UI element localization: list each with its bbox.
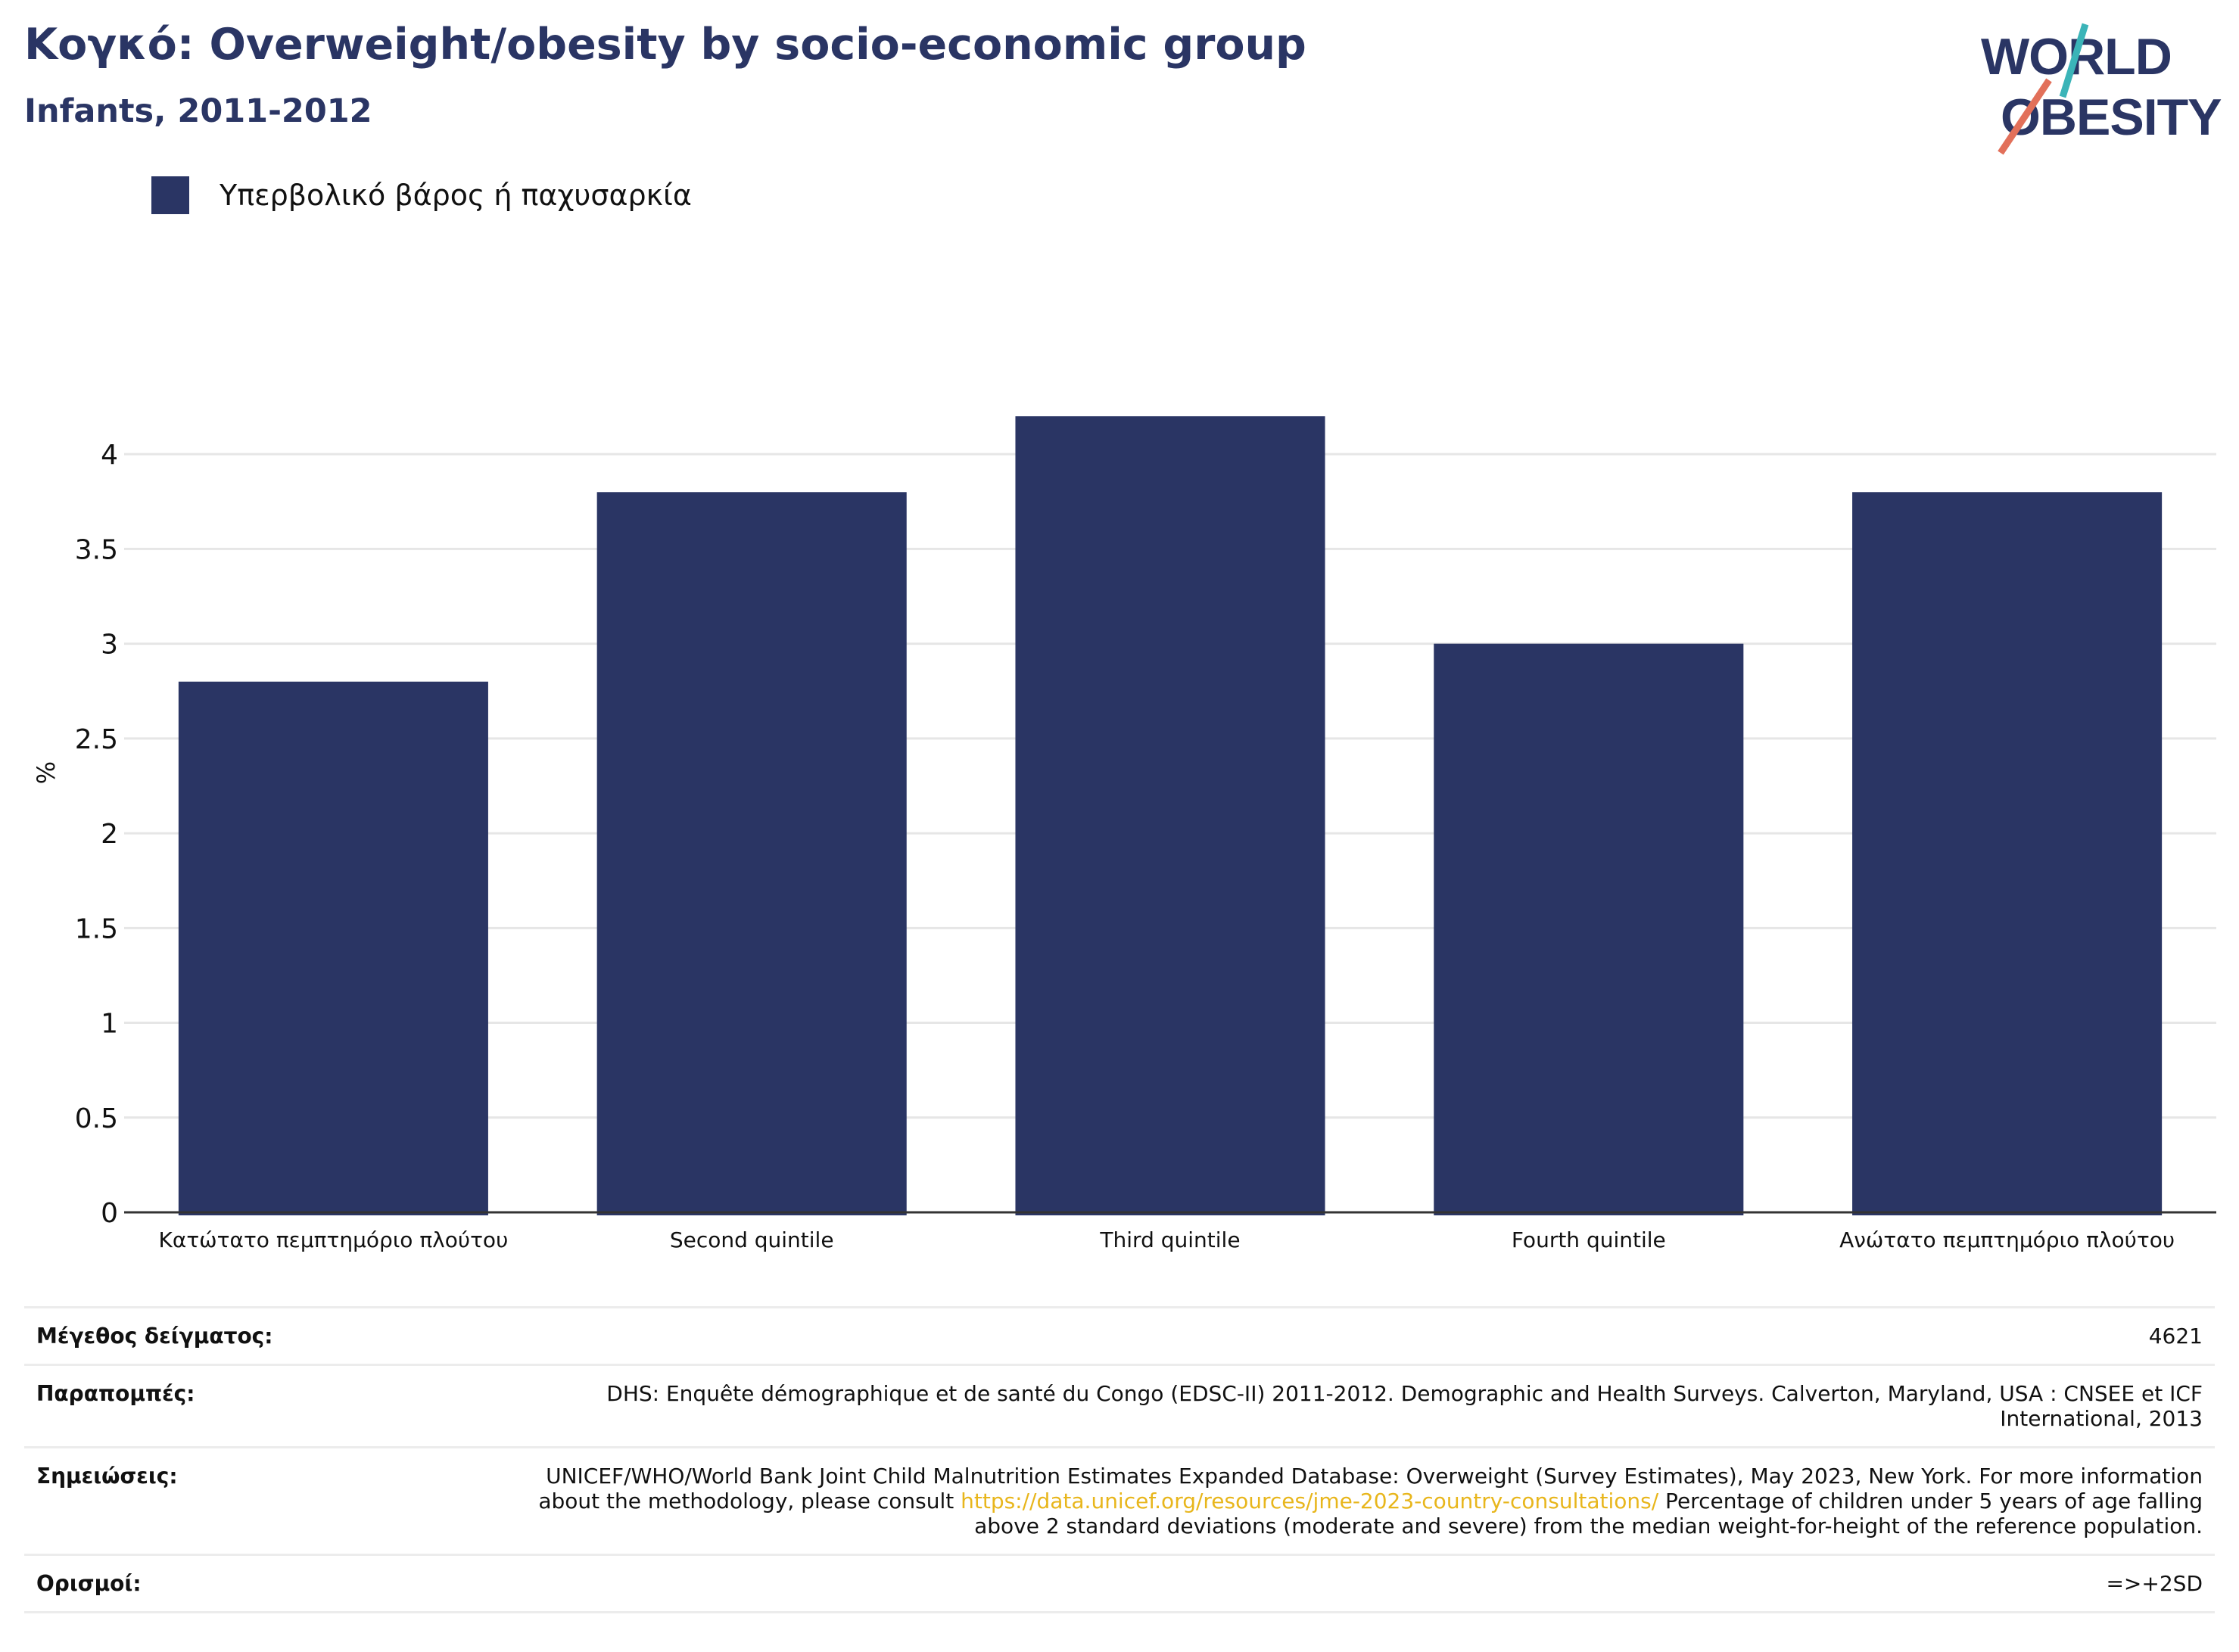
y-tick-label: 4 [101,440,118,471]
y-tick-label: 2 [101,819,118,850]
x-tick-label: Second quintile [670,1227,834,1252]
bar[interactable] [596,492,907,1215]
meta-row-definitions: Ορισμοί: =>+2SD [24,1554,2215,1613]
y-tick-label: 3.5 [75,534,118,565]
sample-size-label: Μέγεθος δείγματος: [36,1324,273,1349]
y-tick-label: 1 [101,1009,118,1040]
references-label: Παραπομπές: [36,1381,195,1406]
y-tick-label: 2.5 [75,724,118,755]
bars [178,416,2163,1216]
legend-label: Υπερβολικό βάρος ή παχυσαρκία [220,179,692,212]
bar[interactable] [178,681,488,1215]
y-tick-label: 1.5 [75,913,118,944]
legend-swatch [151,176,189,214]
notes-label: Σημειώσεις: [36,1464,178,1489]
bar[interactable] [1434,643,1744,1215]
metadata-table: Μέγεθος δείγματος: 4621 Παραπομπές: DHS:… [24,1306,2215,1613]
y-tick-label: 3 [101,630,118,661]
references-value: DHS: Enquête démographique et de santé d… [606,1381,2203,1431]
y-tick-labels: 0 0.5 1 1.5 2 2.5 3 3.5 4 [75,440,118,1229]
meta-row-notes: Σημειώσεις: UNICEF/WHO/World Bank Joint … [24,1446,2215,1554]
logo-coral-slash [1998,78,2052,155]
x-tick-labels: Κατώτατο πεμπτημόριο πλούτου Second quint… [159,1227,2175,1252]
sample-size-value: 4621 [2148,1324,2203,1349]
x-tick-label: Ανώτατο πεμπτημόριο πλούτου [1839,1227,2175,1252]
bar[interactable] [1015,416,1325,1216]
definitions-label: Ορισμοί: [36,1571,142,1596]
x-tick-label: Κατώτατο πεμπτημόριο πλούτου [159,1227,509,1252]
meta-row-sample-size: Μέγεθος δείγματος: 4621 [24,1306,2215,1364]
y-tick-label: 0.5 [75,1103,118,1134]
world-obesity-logo: WORLD OBESITY [1981,23,2222,155]
methodology-link[interactable]: https://data.unicef.org/resources/jme-20… [961,1489,1659,1514]
page-title: Κογκό: Overweight/obesity by socio-econo… [24,20,1306,70]
notes-text-before: UNICEF/WHO/World Bank Joint Child Malnut… [538,1464,2203,1514]
page-subtitle: Infants, 2011-2012 [24,92,372,130]
y-axis-label: % [32,761,61,784]
bar-chart: 0 0.5 1 1.5 2 2.5 3 3.5 4 Κατώτατο πεμπτημόριο π… [32,416,2216,1252]
logo-teal-slash [2059,23,2089,98]
notes-value: UNICEF/WHO/World Bank Joint Child Malnut… [492,1464,2203,1538]
y-tick-label: 0 [101,1198,118,1229]
notes-text-after: Percentage of children under 5 years of … [974,1489,2203,1538]
x-tick-label: Fourth quintile [1512,1227,1666,1252]
bar[interactable] [1852,492,2163,1215]
meta-row-references: Παραπομπές: DHS: Enquête démographique e… [24,1364,2215,1446]
definitions-value: =>+2SD [2106,1571,2203,1596]
x-tick-label: Third quintile [1099,1227,1240,1252]
chart-legend[interactable]: Υπερβολικό βάρος ή παχυσαρκία [151,176,692,214]
